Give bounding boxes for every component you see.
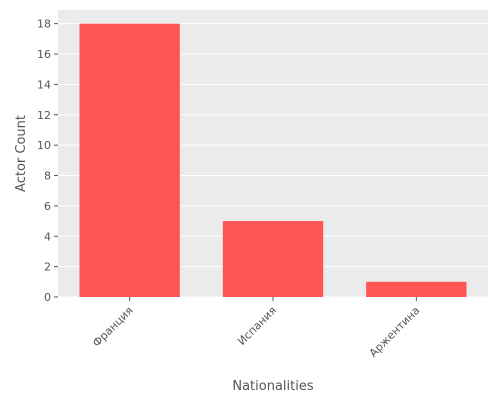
- y-tick-label: 16: [37, 48, 51, 61]
- y-tick-label: 12: [37, 109, 51, 122]
- x-axis-ticks: Франция Испания Аржентина: [90, 297, 422, 360]
- x-axis-label: Nationalities: [232, 379, 313, 394]
- y-tick-label: 4: [44, 230, 51, 243]
- y-tick-label: 14: [37, 78, 51, 91]
- bars: [79, 23, 467, 298]
- y-tick-label: 6: [44, 200, 51, 213]
- x-tick-label: Франция: [90, 304, 136, 350]
- y-axis-label: Actor Count: [14, 115, 29, 192]
- x-tick-label: Испания: [235, 304, 279, 348]
- bar-0: [79, 23, 180, 298]
- bar-2: [366, 281, 467, 297]
- y-axis-ticks: 0 2 4 6 8 10 12 14 16 18: [37, 18, 58, 304]
- y-tick-label: 10: [37, 139, 51, 152]
- y-tick-label: 2: [44, 261, 51, 274]
- bar-1: [222, 221, 324, 297]
- x-tick-label: Аржентина: [367, 304, 423, 360]
- y-tick-label: 8: [44, 170, 51, 183]
- y-tick-label: 18: [37, 18, 51, 31]
- y-tick-label: 0: [44, 291, 51, 304]
